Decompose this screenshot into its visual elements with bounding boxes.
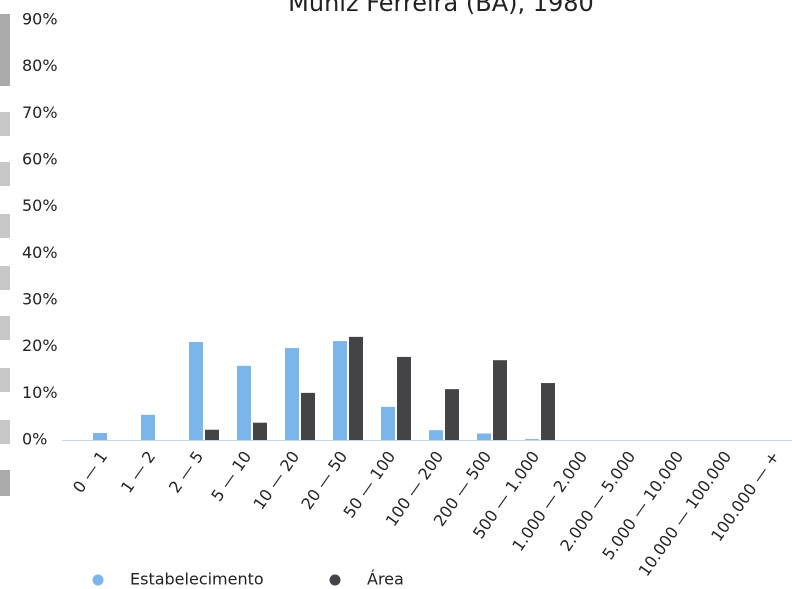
bar bbox=[141, 414, 155, 440]
y-tick-label: 70% bbox=[22, 103, 58, 122]
legend-label: Área bbox=[367, 570, 404, 589]
x-tick-label: 5 — 10 bbox=[207, 447, 255, 504]
y-tick-label: 50% bbox=[22, 196, 58, 215]
bar bbox=[477, 433, 491, 440]
bar bbox=[445, 389, 459, 440]
bar bbox=[349, 336, 363, 440]
bar bbox=[493, 360, 507, 440]
bar bbox=[397, 356, 411, 440]
x-tick-label: 1 — 2 bbox=[117, 447, 159, 496]
bar bbox=[429, 430, 443, 440]
x-tick-label: 10 — 20 bbox=[249, 447, 303, 513]
y-tick-label: 60% bbox=[22, 150, 58, 169]
bar bbox=[205, 429, 219, 440]
bar bbox=[525, 439, 539, 440]
x-tick-label: 2 — 5 bbox=[165, 447, 207, 496]
bar bbox=[333, 341, 347, 440]
x-tick-label: 0 — 1 bbox=[69, 447, 111, 496]
bar bbox=[237, 365, 251, 440]
y-tick-label: 0% bbox=[22, 430, 47, 449]
x-tick-label: 20 — 50 bbox=[297, 447, 351, 513]
bar bbox=[301, 392, 315, 440]
y-tick-label: 80% bbox=[22, 56, 58, 75]
legend-label: Estabelecimento bbox=[130, 570, 264, 589]
y-tick-label: 10% bbox=[22, 383, 58, 402]
bar bbox=[189, 342, 203, 440]
side-strip bbox=[0, 14, 10, 496]
legend-marker bbox=[92, 574, 104, 586]
y-tick-label: 20% bbox=[22, 336, 58, 355]
y-tick-label: 90% bbox=[22, 10, 58, 29]
bar bbox=[381, 406, 395, 440]
bar bbox=[253, 422, 267, 440]
y-tick-label: 30% bbox=[22, 290, 58, 309]
bar bbox=[541, 383, 555, 440]
y-tick-label: 40% bbox=[22, 243, 58, 262]
bar bbox=[93, 433, 107, 440]
bar bbox=[285, 348, 299, 440]
chart-title: Muniz Ferreira (BA), 1980 bbox=[288, 0, 594, 17]
legend-marker bbox=[329, 574, 341, 586]
